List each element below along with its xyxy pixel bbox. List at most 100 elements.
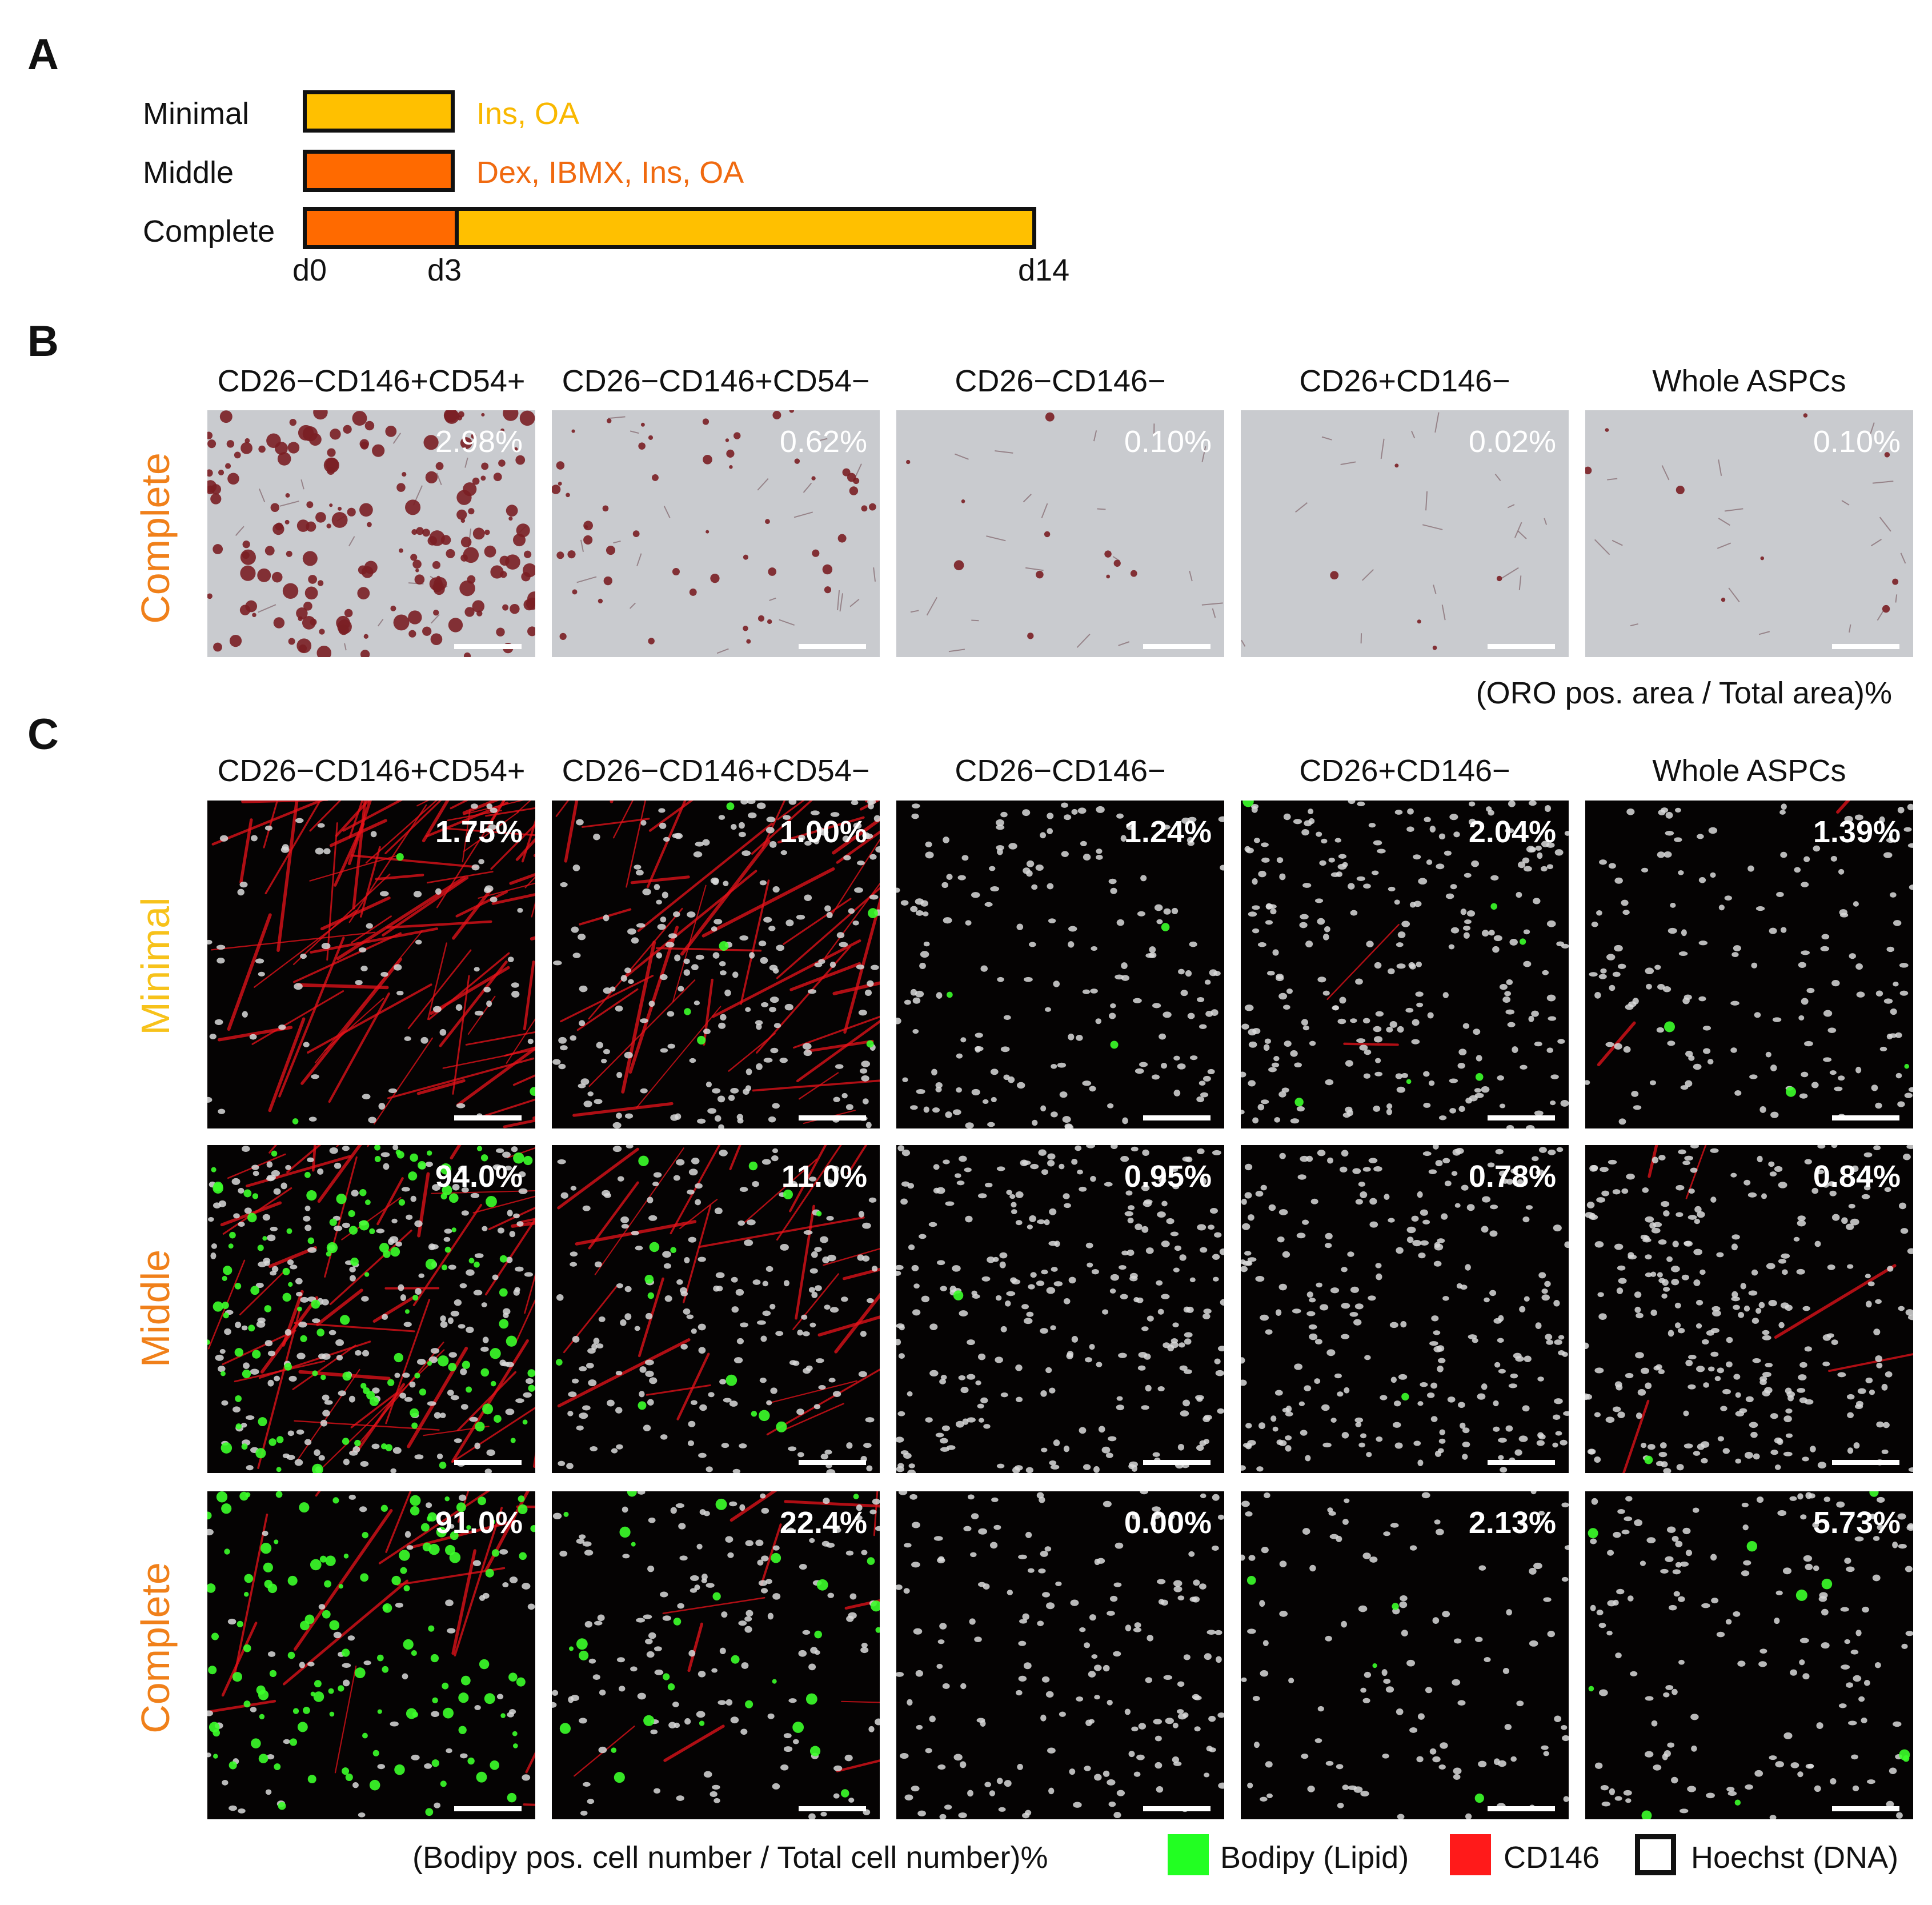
panel-c-col-head: CD26−CD146− xyxy=(955,754,1166,788)
panel-c-row-label-minimal: Minimal xyxy=(133,897,178,1035)
oro-image-tile: 0.62% xyxy=(552,410,880,657)
fluorescence-image-tile: 94.0% xyxy=(207,1145,535,1473)
legend-label-cd146: CD146 xyxy=(1504,1840,1600,1875)
scale-bar xyxy=(454,1460,522,1465)
oro-image-tile: 0.10% xyxy=(1585,410,1913,657)
panel-b-letter: B xyxy=(27,317,59,366)
bodipy-percentage: 0.00% xyxy=(1124,1506,1212,1540)
fluorescence-image-tile: 91.0% xyxy=(207,1491,535,1819)
protocol-label-minimal: Minimal xyxy=(143,97,250,131)
bodipy-percentage: 0.84% xyxy=(1813,1159,1901,1194)
protocol-label-complete: Complete xyxy=(143,214,275,249)
fluorescence-micrograph xyxy=(1588,1491,1913,1819)
fluorescence-micrograph xyxy=(1241,1491,1569,1819)
scale-bar xyxy=(1143,1806,1210,1811)
fluorescence-image-tile: 2.04% xyxy=(1241,801,1569,1128)
panel-c-caption: (Bodipy pos. cell number / Total cell nu… xyxy=(412,1840,1048,1875)
oro-micrograph xyxy=(1585,413,1906,635)
fluorescence-image-tile: 11.0% xyxy=(552,1145,880,1473)
panel-c-col-head: CD26+CD146− xyxy=(1299,754,1510,788)
fluorescence-image-tile: 0.00% xyxy=(896,1491,1224,1819)
panel-c-row-label-middle: Middle xyxy=(133,1249,178,1368)
scale-bar xyxy=(454,1115,522,1120)
fluorescence-micrograph xyxy=(1585,801,1913,1125)
scale-bar xyxy=(1832,1460,1899,1465)
oro-micrograph xyxy=(906,412,1223,653)
fluorescence-micrograph xyxy=(207,1145,535,1473)
tick-d3: d3 xyxy=(427,253,462,287)
minimal-cocktail: Ins, OA xyxy=(476,97,580,131)
bodipy-percentage: 5.73% xyxy=(1813,1506,1901,1540)
panel-b-col-head: CD26−CD146+CD54− xyxy=(562,364,870,398)
fluorescence-micrograph xyxy=(552,801,880,1128)
scale-bar xyxy=(454,644,522,649)
oro-percentage: 0.10% xyxy=(1813,425,1901,459)
scale-bar xyxy=(1488,1115,1555,1120)
middle-bar xyxy=(303,150,455,192)
legend-label-hoechst: Hoechst (DNA) xyxy=(1691,1840,1899,1875)
scale-bar xyxy=(1143,1115,1210,1120)
bodipy-percentage: 1.39% xyxy=(1813,815,1901,849)
complete-bar xyxy=(303,207,1036,249)
bodipy-percentage: 2.04% xyxy=(1468,815,1556,849)
fluorescence-image-tile: 1.39% xyxy=(1585,801,1913,1128)
fluorescence-micrograph xyxy=(207,1491,535,1818)
fluorescence-image-tile: 0.95% xyxy=(896,1145,1224,1473)
scale-bar xyxy=(1488,1806,1555,1811)
fluorescence-image-tile: 1.00% xyxy=(552,801,880,1128)
bodipy-percentage: 0.95% xyxy=(1124,1159,1212,1194)
oro-micrograph xyxy=(1241,412,1548,650)
middle-cocktail: Dex, IBMX, Ins, OA xyxy=(476,155,744,190)
bodipy-percentage: 2.13% xyxy=(1468,1506,1556,1540)
panel-b-row-label-complete: Complete xyxy=(133,453,178,624)
scale-bar xyxy=(799,1460,866,1465)
legend-label-bodipy: Bodipy (Lipid) xyxy=(1220,1840,1409,1875)
fluorescence-image-tile: 0.78% xyxy=(1241,1145,1569,1473)
bodipy-percentage: 22.4% xyxy=(779,1506,867,1540)
scale-bar xyxy=(454,1806,522,1811)
legend-swatch-cd146 xyxy=(1450,1834,1491,1875)
fluorescence-micrograph xyxy=(1241,801,1569,1128)
fluorescence-micrograph xyxy=(896,802,1224,1128)
panel-b-col-head: CD26−CD146− xyxy=(955,364,1166,398)
fluorescence-micrograph xyxy=(552,1491,880,1819)
bodipy-percentage: 91.0% xyxy=(435,1506,523,1540)
panel-c-letter: C xyxy=(27,710,59,759)
oro-micrograph xyxy=(207,410,535,657)
scale-bar xyxy=(799,644,866,649)
scale-bar xyxy=(799,1806,866,1811)
panel-c-col-head: CD26−CD146+CD54− xyxy=(562,754,870,788)
tick-d14: d14 xyxy=(1018,253,1070,287)
oro-percentage: 0.10% xyxy=(1124,425,1212,459)
oro-percentage: 2.98% xyxy=(435,425,523,459)
scale-bar xyxy=(1488,1460,1555,1465)
fluorescence-micrograph xyxy=(896,1491,1224,1819)
panel-b-col-head: Whole ASPCs xyxy=(1652,364,1846,398)
fluorescence-micrograph xyxy=(1241,1145,1569,1473)
bodipy-percentage: 1.00% xyxy=(779,815,867,849)
scale-bar xyxy=(1143,1460,1210,1465)
scale-bar xyxy=(1488,644,1555,649)
panel-c-row-label-complete: Complete xyxy=(133,1562,178,1734)
complete-bar-induction-segment xyxy=(307,211,459,245)
oro-image-tile: 2.98% xyxy=(207,410,535,657)
bodipy-percentage: 1.75% xyxy=(435,815,523,849)
bodipy-percentage: 0.78% xyxy=(1468,1159,1556,1194)
minimal-bar xyxy=(303,90,455,133)
scale-bar xyxy=(1832,1115,1899,1120)
oro-percentage: 0.62% xyxy=(779,425,867,459)
oro-image-tile: 0.02% xyxy=(1241,410,1569,657)
tick-d0: d0 xyxy=(292,253,327,287)
panel-a-letter: A xyxy=(27,30,59,79)
scale-bar xyxy=(1832,644,1899,649)
fluorescence-image-tile: 2.13% xyxy=(1241,1491,1569,1819)
bodipy-percentage: 94.0% xyxy=(435,1159,523,1194)
scale-bar xyxy=(1143,644,1210,649)
legend-swatch-bodipy xyxy=(1168,1834,1209,1875)
oro-micrograph xyxy=(552,410,876,654)
scale-bar xyxy=(799,1115,866,1120)
fluorescence-micrograph xyxy=(896,1145,1224,1473)
panel-b-col-head: CD26+CD146− xyxy=(1299,364,1510,398)
scale-bar xyxy=(1832,1806,1899,1811)
fluorescence-image-tile: 0.84% xyxy=(1585,1145,1913,1473)
